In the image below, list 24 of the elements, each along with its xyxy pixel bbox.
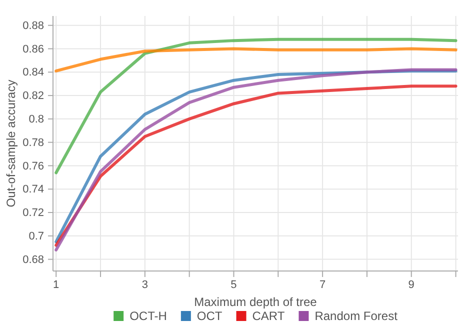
legend-label: OCT-H <box>130 309 167 323</box>
x-axis-title: Maximum depth of tree <box>194 295 318 309</box>
legend-label: Random Forest <box>314 309 398 323</box>
line-series <box>54 47 458 72</box>
y-tick-label: 0.7 <box>28 230 44 242</box>
x-tick-label: 7 <box>319 278 326 291</box>
y-tick-label: 0.88 <box>22 20 44 32</box>
y-tick-label: 0.76 <box>22 160 44 172</box>
y-tick-label: 0.84 <box>22 66 44 79</box>
y-tick-label: 0.82 <box>22 90 44 102</box>
x-tick-label: 1 <box>53 278 60 291</box>
legend-label: OCT <box>196 309 223 323</box>
y-axis-title: Out-of-sample accuracy <box>4 80 18 208</box>
x-tick-label: 9 <box>408 278 414 291</box>
y-tick-label: 0.8 <box>28 113 44 126</box>
y-tick-label: 0.78 <box>22 136 44 149</box>
y-tick-label: 0.72 <box>22 207 44 220</box>
legend-label: CART <box>252 309 286 323</box>
x-tick-label: 5 <box>230 278 237 291</box>
y-tick-label: 0.68 <box>22 254 44 266</box>
y-tick-label: 0.86 <box>22 43 44 56</box>
y-tick-label: 0.74 <box>22 184 44 196</box>
x-tick-label: 3 <box>142 278 148 291</box>
line-series <box>54 38 458 174</box>
